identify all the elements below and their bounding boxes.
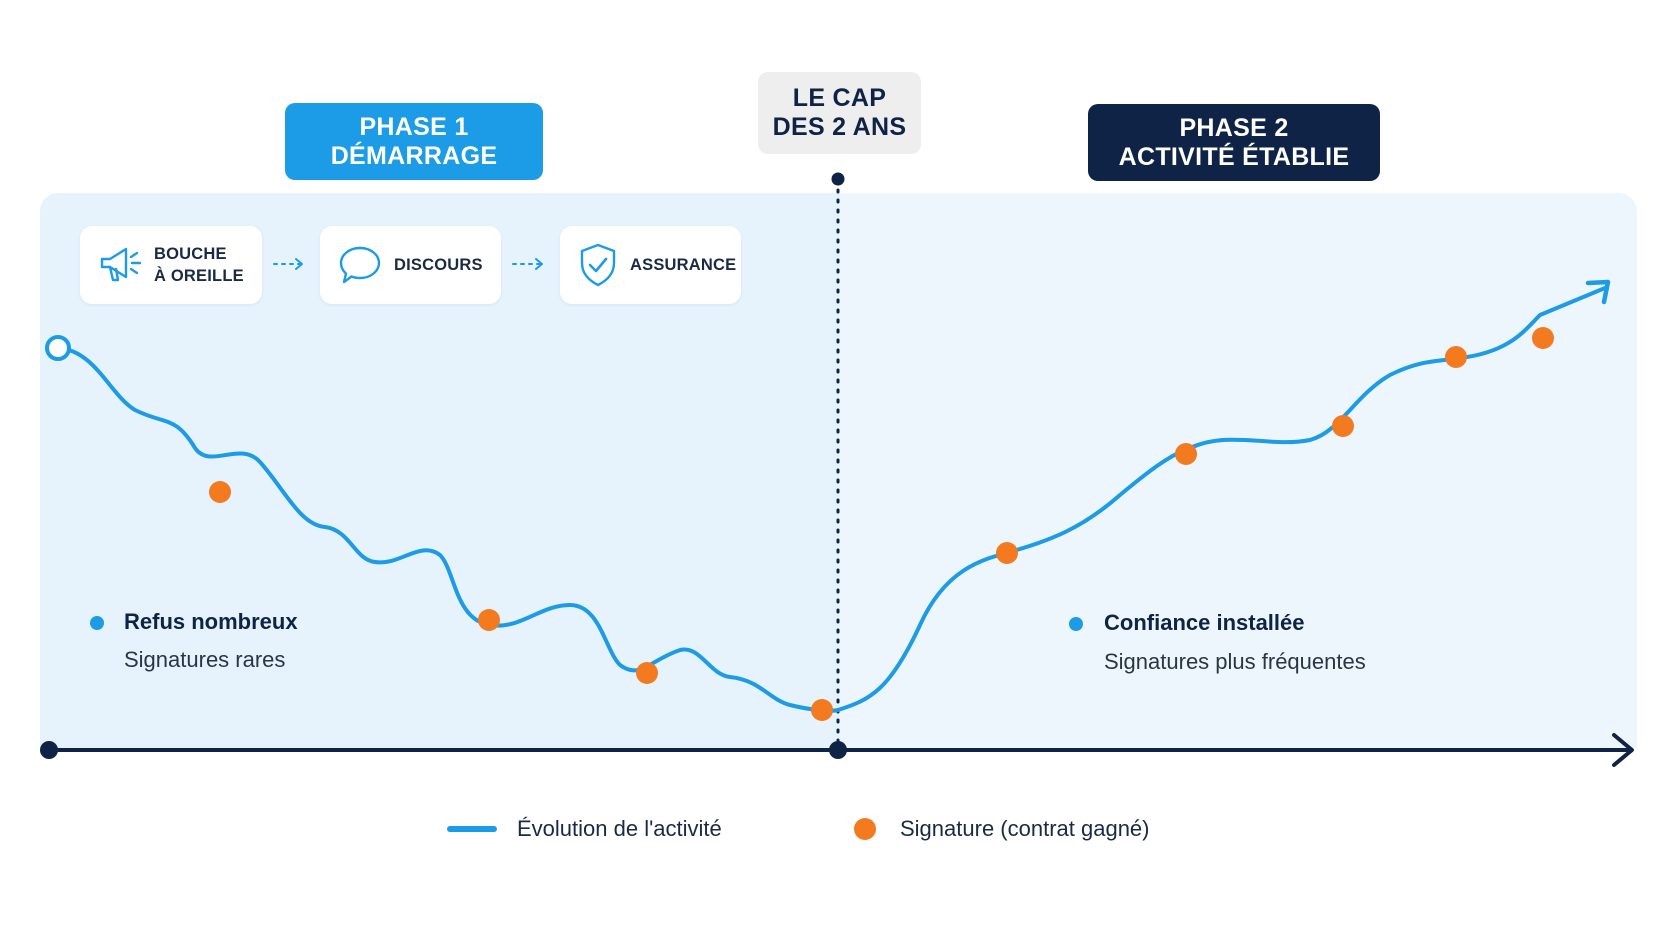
bullet-dot (90, 616, 104, 630)
step-label: ASSURANCE (630, 256, 737, 274)
signature-dot (1332, 415, 1354, 437)
signature-dot (996, 542, 1018, 564)
signature-dot (209, 481, 231, 503)
signature-dot (1532, 327, 1554, 349)
left-note-title: Refus nombreux (124, 609, 298, 634)
step-card-bouche-a-oreille: BOUCHE À OREILLE (80, 226, 262, 304)
signature-dot (811, 699, 833, 721)
time-axis-start-dot (40, 741, 58, 759)
phase2-subtitle: ACTIVITÉ ÉTABLIE (1118, 142, 1350, 171)
phase2-panel (840, 193, 1637, 748)
signature-points (209, 327, 1554, 721)
milestone-top-dot (831, 172, 845, 186)
megaphone-icon (100, 247, 142, 282)
step-label-line1: BOUCHE (154, 245, 227, 263)
milestone-line1: LE CAP (792, 84, 887, 112)
activity-line (56, 286, 1607, 713)
step-label-line2: À OREILLE (154, 267, 244, 285)
legend-line-label: Évolution de l'activité (517, 816, 722, 841)
phase2-title: PHASE 2 (1179, 113, 1289, 142)
milestone-badge: LE CAP DES 2 ANS (758, 72, 921, 154)
signature-dot (478, 609, 500, 631)
speech-bubble-icon (339, 246, 381, 284)
signature-dot (1175, 443, 1197, 465)
shield-check-icon (580, 243, 616, 287)
milestone-line2: DES 2 ANS (772, 113, 907, 141)
activity-start-point (45, 335, 71, 361)
step-card-discours: DISCOURS (320, 226, 501, 304)
phase1-subtitle: DÉMARRAGE (330, 141, 498, 170)
legend-dot-label: Signature (contrat gagné) (900, 816, 1150, 841)
right-note-title: Confiance installée (1104, 610, 1305, 635)
right-note-subtitle: Signatures plus fréquentes (1104, 649, 1366, 674)
phase2-badge: PHASE 2 ACTIVITÉ ÉTABLIE (1088, 104, 1380, 181)
step-connector-arrow (512, 258, 543, 270)
step-connector-arrow (273, 258, 303, 270)
step-label: DISCOURS (394, 256, 483, 274)
left-note-subtitle: Signatures rares (124, 647, 286, 672)
activity-arrowhead (1585, 279, 1611, 305)
bullet-dot (1069, 617, 1083, 631)
phase1-badge: PHASE 1 DÉMARRAGE (285, 103, 543, 180)
milestone-axis-dot (829, 741, 847, 759)
step-card-assurance: ASSURANCE (560, 226, 741, 304)
phase1-title: PHASE 1 (359, 112, 469, 141)
signature-dot (636, 662, 658, 684)
time-axis-arrowhead (1612, 733, 1634, 767)
signature-dot (1445, 346, 1467, 368)
legend-dot-swatch (854, 818, 876, 840)
